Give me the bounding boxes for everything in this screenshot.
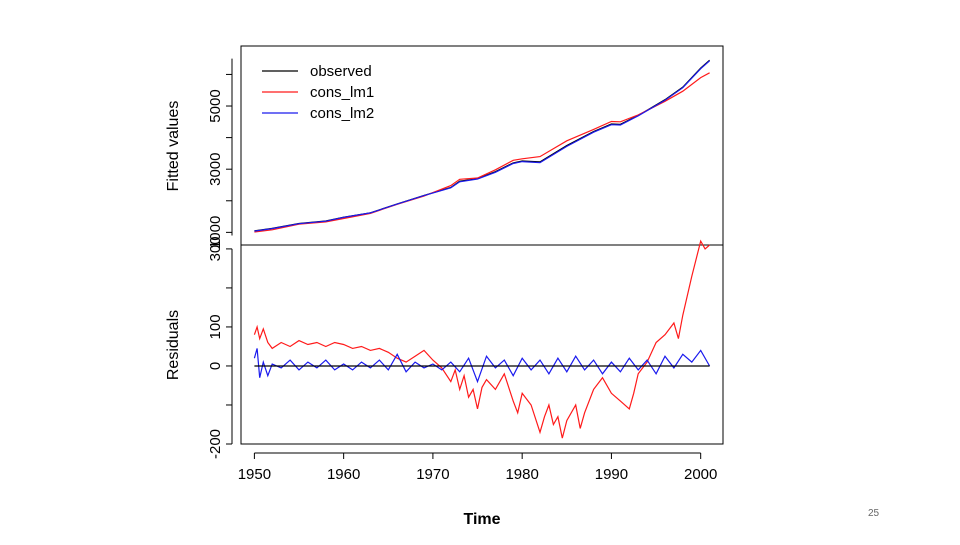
- series-line-cons-lm2: [253, 348, 711, 384]
- x-axis-title: Time: [463, 511, 500, 528]
- bottom-y-tick-label: 0: [207, 362, 224, 370]
- bottom-y-tick-label: -200: [207, 429, 224, 459]
- legend-label-cons-lm1: cons_lm1: [310, 84, 374, 101]
- x-tick-label: 1970: [416, 466, 449, 483]
- legend-label-cons-lm2: cons_lm2: [310, 105, 374, 122]
- legend: observed cons_lm1 cons_lm2: [262, 63, 374, 122]
- legend-label-observed: observed: [310, 63, 372, 80]
- page-number: 25: [868, 508, 880, 519]
- x-tick-label: 1960: [327, 466, 360, 483]
- top-y-tick-label: 1000: [207, 216, 224, 249]
- x-tick-label: 2000: [684, 466, 717, 483]
- bottom-y-axis-title: Residuals: [165, 310, 182, 380]
- series-line-cons-lm1: [253, 239, 710, 439]
- bottom-panel-series: [253, 239, 711, 439]
- top-y-tick-label: 5000: [207, 89, 224, 122]
- bottom-y-tick-label: 300: [207, 236, 224, 261]
- x-tick-label: 1990: [595, 466, 628, 483]
- top-y-axis-title: Fitted values: [165, 101, 182, 192]
- bottom-panel-frame: [240, 244, 724, 445]
- series-line-cons-lm2: [254, 60, 710, 232]
- top-panel-series: [254, 59, 710, 233]
- x-tick-label: 1950: [238, 466, 271, 483]
- bottom-y-axis: -200 0 100 300: [207, 236, 233, 459]
- top-y-axis: 1000 3000 5000: [207, 58, 233, 249]
- bottom-y-tick-label: 100: [207, 314, 224, 339]
- top-y-tick-label: 3000: [207, 153, 224, 186]
- x-axis: 1950 1960 1970 1980 1990 2000: [238, 452, 717, 483]
- x-tick-label: 1980: [505, 466, 538, 483]
